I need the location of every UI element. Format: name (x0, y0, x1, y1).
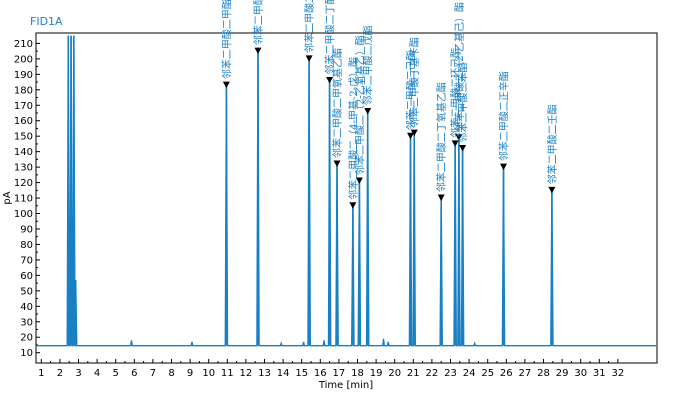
peak-label: 邻苯二甲酸二正辛酯 (498, 71, 511, 161)
x-tick-label: 27 (519, 368, 532, 379)
peak-marker (500, 163, 508, 171)
peak-marker (548, 186, 556, 194)
y-tick-label: 100 (14, 209, 33, 220)
peak-label: 邻苯二甲酸二丁氧基乙酯 (435, 82, 448, 192)
y-tick-label: 120 (14, 178, 33, 189)
y-tick-label: 60 (20, 271, 33, 282)
x-tick-label: 11 (221, 368, 234, 379)
peak-label: 邻苯二甲酸二己酯 (405, 50, 418, 130)
x-tick-label: 1 (38, 368, 44, 379)
peak-marker (437, 194, 445, 202)
x-tick-label: 2 (57, 368, 63, 379)
y-axis-title: pA (2, 191, 13, 204)
peak-marker (355, 177, 363, 185)
x-tick-label: 26 (500, 368, 513, 379)
x-tick-label: 6 (131, 368, 137, 379)
y-tick-label: 160 (14, 116, 33, 127)
peak-label: 邻苯二甲酸二异丁酯 (303, 0, 316, 53)
peak-marker (254, 47, 262, 55)
peak-marker (326, 77, 334, 84)
x-axis: 1 2 3 4 5 6 7 8 9 10 11 12 13 14 15 16 17 18 19 20 21 22 23 24 2… (38, 359, 624, 379)
y-tick-label: 170 (14, 101, 33, 112)
x-tick-label: 23 (444, 368, 457, 379)
y-tick-label: 180 (14, 85, 33, 96)
y-tick-label: 140 (14, 147, 33, 158)
x-tick-label: 25 (481, 368, 494, 379)
x-tick-label: 8 (168, 368, 174, 379)
peak-label: 邻苯二甲酸二环己酯 (449, 48, 462, 138)
x-axis-title: Time [min] (318, 380, 373, 391)
x-tick-label: 30 (574, 368, 587, 379)
x-tick-label: 10 (202, 368, 215, 379)
y-tick-label: 110 (14, 194, 33, 205)
x-tick-label: 20 (388, 368, 401, 379)
y-tick-label: 10 (20, 348, 33, 359)
y-tick-label: 70 (20, 255, 33, 266)
peak-label: 邻苯二甲酸二戊酯 (362, 25, 375, 105)
x-tick-label: 7 (150, 368, 156, 379)
peak-marker (410, 129, 418, 137)
y-tick-label: 30 (20, 317, 33, 328)
y-tick-label: 190 (14, 70, 33, 81)
peak-label: 邻苯二甲酸二壬酯 (546, 104, 559, 184)
x-tick-label: 22 (426, 368, 439, 379)
peak-marker (349, 202, 357, 209)
y-axis: 10 20 30 40 50 60 70 80 90 100 110 120 130 140 150 160 1… (14, 39, 40, 359)
x-tick-label: 24 (463, 368, 476, 379)
x-tick-label: 14 (277, 368, 290, 379)
x-tick-label: 28 (537, 368, 550, 379)
x-tick-label: 5 (113, 368, 119, 379)
y-tick-label: 150 (14, 132, 33, 143)
x-tick-label: 32 (612, 368, 625, 379)
x-tick-label: 17 (333, 368, 346, 379)
y-tick-label: 20 (20, 333, 33, 344)
peak-marker (455, 134, 463, 141)
x-tick-label: 15 (295, 368, 308, 379)
x-tick-label: 21 (407, 368, 420, 379)
peak-label: 邻苯二甲酸丁基苄酯 (408, 37, 421, 127)
peak-labels: 邻苯二甲酸二甲酯 邻苯二甲酸二乙酯 邻苯二甲酸二异丁酯 邻苯二甲酸二丁酯邻苯二甲酸二甲… (220, 0, 559, 200)
chart-title: FID1A (30, 15, 63, 28)
peak-markers (222, 47, 556, 209)
peak-label: 邻苯二甲酸二乙酯 (252, 0, 265, 45)
peak-marker (407, 132, 415, 140)
peak-label: 邻苯二甲酸二苯酯 (457, 63, 470, 143)
y-tick-label: 90 (20, 224, 33, 235)
plot-frame (35, 32, 658, 364)
x-tick-label: 3 (75, 368, 81, 379)
x-tick-label: 4 (94, 368, 100, 379)
x-tick-label: 18 (351, 368, 364, 379)
peak-marker (459, 145, 467, 152)
peak-label: 邻苯二甲酸二丁酯 (324, 0, 337, 75)
x-tick-label: 9 (187, 368, 193, 379)
peak-marker (305, 55, 313, 62)
y-tick-label: 200 (14, 54, 33, 65)
x-tick-label: 19 (370, 368, 383, 379)
y-tick-label: 40 (20, 302, 33, 313)
y-tick-label: 210 (14, 39, 33, 50)
y-tick-label: 80 (20, 240, 33, 251)
y-tick-label: 50 (20, 286, 33, 297)
fid-signal-trace (37, 35, 656, 347)
x-tick-label: 16 (314, 368, 327, 379)
x-tick-label: 12 (240, 368, 253, 379)
x-tick-label: 13 (258, 368, 271, 379)
peak-marker (222, 81, 230, 89)
peak-label: 邻苯二甲酸二甲酯 (220, 0, 233, 79)
peak-label: 邻苯二甲酸二（4-甲基-2-戊）酯 (347, 57, 360, 200)
x-tick-label: 31 (593, 368, 606, 379)
x-tick-label: 29 (556, 368, 569, 379)
peak-marker (364, 107, 372, 115)
y-tick-label: 130 (14, 163, 33, 174)
trace-layer (37, 35, 656, 347)
peak-label: 邻苯二甲酸二（2-乙氧基乙）酯 (353, 35, 366, 175)
peak-marker (451, 140, 459, 147)
peak-marker (333, 160, 341, 168)
peak-label: 邻苯二甲酸二（2-乙基己）酯 (453, 2, 466, 132)
peak-label: 邻苯二甲酸二甲氧基乙酯 (331, 48, 344, 158)
